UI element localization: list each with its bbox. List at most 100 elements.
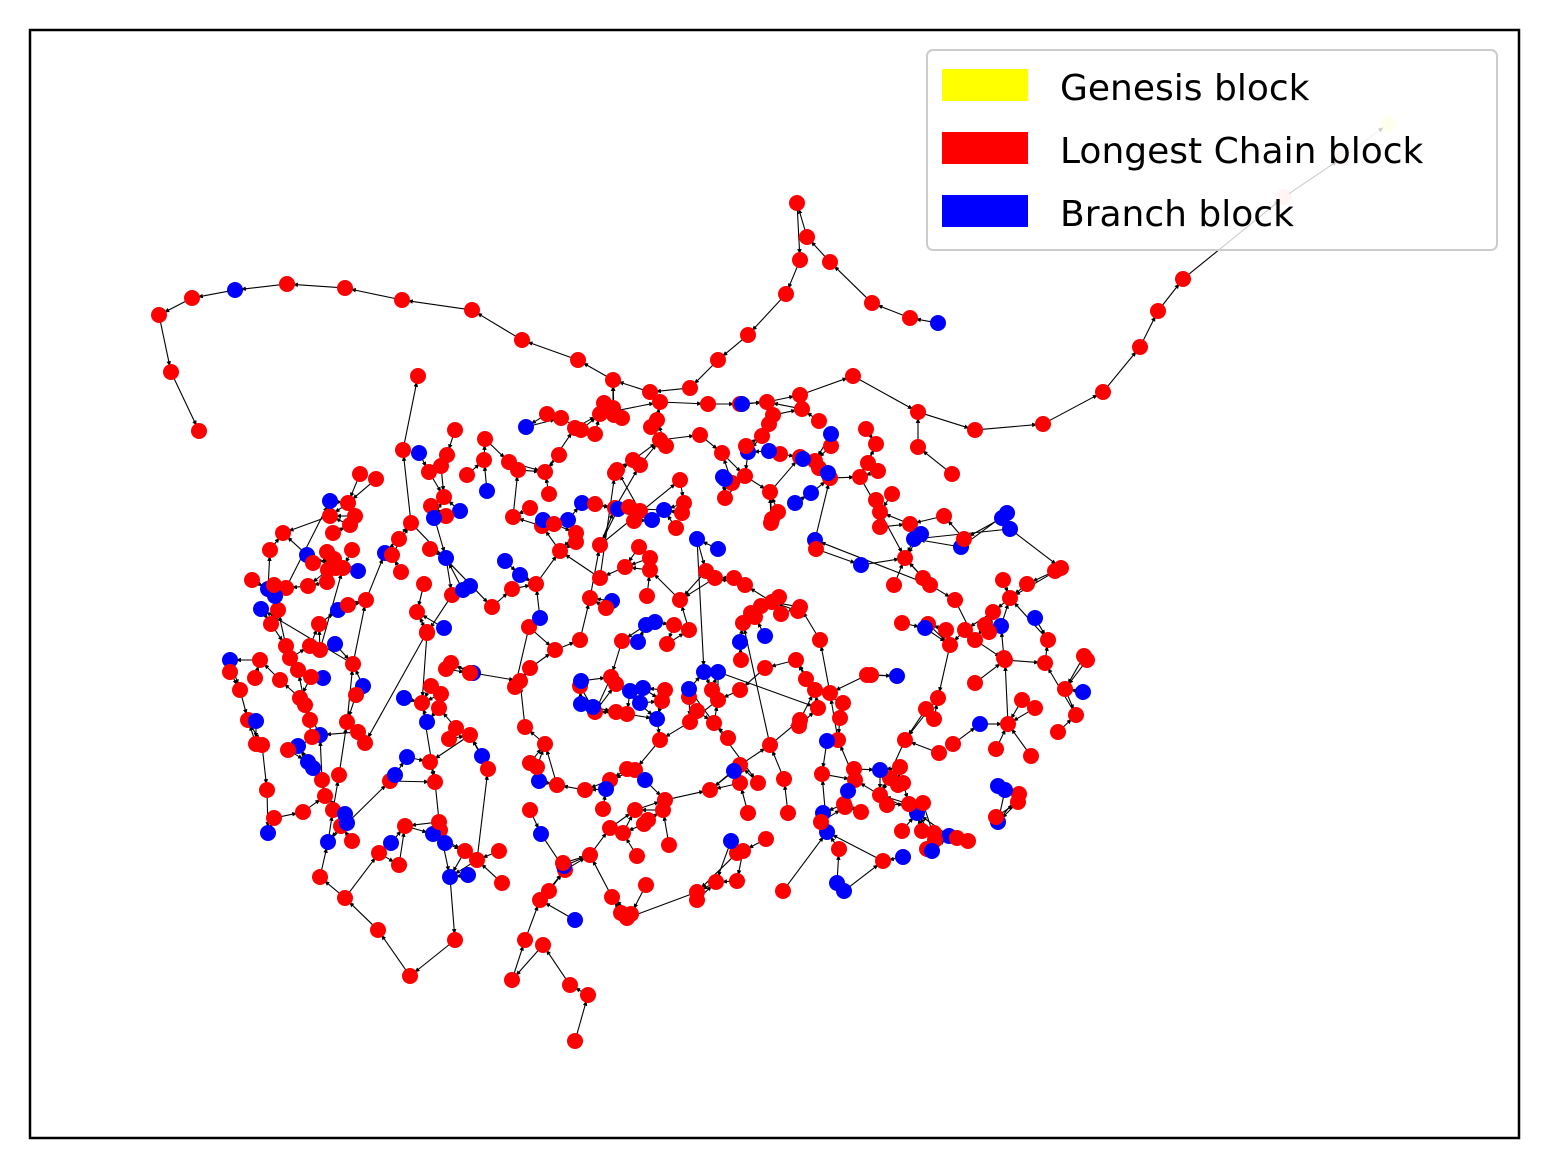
edge	[1142, 315, 1156, 342]
longest-chain-node	[480, 761, 496, 777]
longest-chain-node	[726, 570, 742, 586]
branch-node	[647, 614, 663, 630]
edge	[482, 465, 488, 486]
branch-node	[994, 510, 1010, 526]
edge	[1161, 283, 1180, 307]
edge	[163, 300, 187, 313]
longest-chain-node	[792, 252, 808, 268]
edge	[354, 668, 362, 681]
edge	[859, 767, 875, 772]
longest-chain-node	[822, 685, 838, 701]
longest-chain-node	[872, 519, 888, 535]
edge	[934, 587, 951, 598]
edge	[747, 841, 761, 849]
edge	[626, 627, 642, 639]
edge	[592, 859, 610, 892]
longest-chain-node	[292, 690, 308, 706]
edge	[324, 880, 341, 895]
longest-chain-node	[822, 254, 838, 270]
longest-chain-node	[247, 670, 263, 686]
edge	[1010, 659, 1040, 665]
edge	[273, 628, 284, 642]
branch-node	[795, 451, 811, 467]
edge	[544, 902, 571, 918]
longest-chain-node	[605, 372, 621, 388]
branch-node	[630, 634, 646, 650]
edge	[648, 783, 662, 797]
longest-chain-node	[422, 541, 438, 557]
longest-chain-node	[348, 687, 364, 703]
edge	[534, 653, 551, 665]
longest-chain-node	[582, 590, 598, 606]
edge	[671, 632, 685, 642]
edge	[632, 714, 652, 720]
edge	[197, 290, 230, 299]
longest-chain-node	[539, 406, 555, 422]
edge	[715, 783, 735, 790]
longest-chain-node	[720, 730, 736, 746]
longest-chain-node	[551, 447, 567, 463]
edge	[625, 837, 635, 852]
longest-chain-node	[345, 656, 361, 672]
edge	[929, 630, 946, 643]
branch-node	[649, 711, 665, 727]
edge	[159, 320, 171, 367]
longest-chain-node	[915, 795, 931, 811]
longest-chain-node	[606, 407, 622, 423]
branch-node	[512, 567, 528, 583]
branch-node	[383, 835, 399, 851]
longest-chain-node	[814, 766, 830, 782]
edge	[434, 737, 466, 760]
longest-chain-node	[319, 574, 335, 590]
edge	[477, 774, 489, 855]
edge	[545, 749, 556, 780]
longest-chain-node	[689, 892, 705, 908]
longest-chain-node	[391, 531, 407, 547]
edge	[614, 813, 631, 825]
longest-chain-node	[431, 814, 447, 830]
edge	[907, 713, 924, 736]
branch-node	[622, 683, 638, 699]
longest-chain-node	[1047, 563, 1063, 579]
longest-chain-node	[886, 577, 902, 593]
branch-node	[917, 620, 933, 636]
edge	[627, 551, 637, 563]
branch-node	[573, 673, 589, 689]
edge	[1010, 704, 1020, 720]
edge	[526, 905, 539, 935]
longest-chain-node	[985, 604, 1001, 620]
longest-chain-node	[832, 710, 848, 726]
longest-chain-node	[312, 869, 328, 885]
longest-chain-node	[459, 467, 475, 483]
longest-chain-node	[592, 570, 608, 586]
edge	[410, 827, 428, 834]
edge	[783, 784, 788, 808]
branch-node	[437, 835, 453, 851]
edge	[612, 646, 621, 672]
branch-node	[300, 754, 316, 770]
edge	[452, 855, 463, 873]
edge	[529, 730, 541, 741]
longest-chain-node	[717, 490, 733, 506]
longest-chain-node	[431, 700, 447, 716]
longest-chain-node	[659, 636, 675, 652]
edge	[602, 514, 616, 541]
edge	[350, 288, 397, 300]
longest-chain-node	[910, 404, 926, 420]
longest-chain-node	[191, 423, 207, 439]
edge	[317, 629, 322, 645]
branch-node	[710, 664, 726, 680]
edge	[662, 815, 669, 840]
longest-chain-node	[1068, 707, 1084, 723]
longest-chain-node	[902, 516, 918, 532]
edge	[696, 544, 706, 667]
branch-node	[387, 767, 403, 783]
longest-chain-node	[672, 472, 688, 488]
longest-chain-node	[863, 667, 879, 683]
branch-node	[717, 471, 733, 487]
longest-chain-node	[337, 890, 353, 906]
longest-chain-node	[295, 804, 311, 820]
edge	[744, 671, 761, 687]
longest-chain-node	[708, 874, 724, 890]
edge	[999, 631, 1005, 653]
